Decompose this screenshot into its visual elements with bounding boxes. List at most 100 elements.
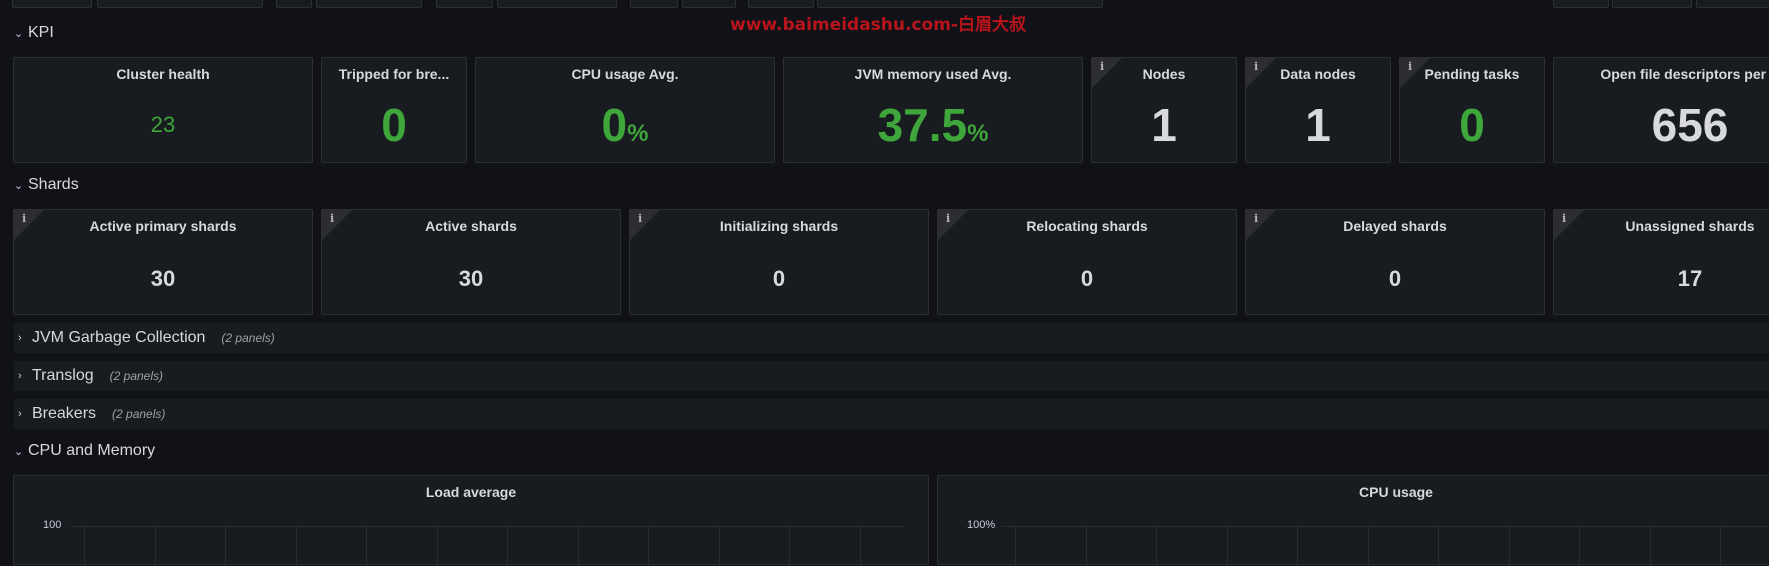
- y-axis-tick-label: 100%: [967, 519, 996, 531]
- info-corner: [1092, 58, 1122, 88]
- gridline: [1015, 526, 1016, 566]
- toolbar-variable-box[interactable]: [12, 0, 92, 8]
- toolbar-variable-box[interactable]: [436, 0, 493, 8]
- info-icon[interactable]: i: [638, 212, 643, 225]
- gridline: [1156, 526, 1157, 566]
- toolbar-button[interactable]: [1553, 0, 1609, 8]
- panel-cpu-usage[interactable]: CPU usage 100%: [937, 475, 1769, 566]
- gridline: [70, 526, 904, 527]
- stat-unit: %: [967, 120, 989, 147]
- info-corner: [322, 210, 352, 240]
- toolbar-variable-box[interactable]: [630, 0, 678, 8]
- stat-value: 1: [1151, 99, 1177, 151]
- panel-active-shards[interactable]: i Active shards 30: [321, 209, 621, 315]
- chevron-right-icon: ›: [18, 332, 22, 344]
- row-header-translog[interactable]: › Translog (2 panels): [14, 361, 1769, 391]
- gridline: [1002, 526, 1769, 527]
- info-corner: [1400, 58, 1430, 88]
- toolbar-variable-select[interactable]: [316, 0, 422, 8]
- panel-initializing-shards[interactable]: i Initializing shards 0: [629, 209, 929, 315]
- panel-title: Pending tasks: [1424, 66, 1520, 82]
- chevron-right-icon: ›: [18, 370, 22, 382]
- toolbar-variable-select[interactable]: [97, 0, 263, 8]
- toolbar-variable-box[interactable]: [276, 0, 312, 8]
- panel-title: Load average: [425, 484, 517, 500]
- row-header-jvm-garbage-collection[interactable]: › JVM Garbage Collection (2 panels): [14, 323, 1769, 353]
- info-corner: [1246, 210, 1276, 240]
- row-header-breakers[interactable]: › Breakers (2 panels): [14, 399, 1769, 429]
- panel-title: Cluster health: [116, 66, 210, 82]
- panel-cpu-usage-avg[interactable]: CPU usage Avg. 0%: [475, 57, 775, 163]
- panel-active-primary-shards[interactable]: i Active primary shards 30: [13, 209, 313, 315]
- stat-value: 37.5%: [784, 98, 1082, 152]
- gridline: [1085, 526, 1087, 566]
- gridline: [154, 526, 156, 566]
- panel-title: Active shards: [425, 218, 517, 234]
- stat-value: 0%: [476, 98, 774, 152]
- info-icon[interactable]: i: [1408, 60, 1413, 73]
- chevron-down-icon: ⌄: [14, 445, 24, 458]
- panel-delayed-shards[interactable]: i Delayed shards 0: [1245, 209, 1545, 315]
- gridline: [859, 526, 861, 566]
- info-icon[interactable]: i: [946, 212, 951, 225]
- toolbar-variable-box[interactable]: [748, 0, 814, 8]
- stat-value: 30: [458, 266, 484, 291]
- panel-tripped-breakers[interactable]: Tripped for bre... 0: [321, 57, 467, 163]
- panel-nodes[interactable]: i Nodes 1: [1091, 57, 1237, 163]
- row-title: CPU and Memory: [28, 442, 156, 459]
- gridline: [84, 526, 85, 566]
- info-icon[interactable]: i: [1562, 212, 1567, 225]
- info-corner: [630, 210, 660, 240]
- panel-title: Unassigned shards: [1625, 218, 1755, 234]
- toolbar-variable-select[interactable]: [817, 0, 1103, 8]
- gridline: [1579, 526, 1580, 566]
- gridline: [507, 526, 508, 566]
- chevron-right-icon: ›: [18, 408, 22, 420]
- panel-title: Data nodes: [1280, 66, 1356, 82]
- panel-title: Open file descriptors per cl: [1600, 66, 1769, 82]
- info-icon[interactable]: i: [330, 212, 335, 225]
- info-icon[interactable]: i: [1254, 60, 1259, 73]
- gridline: [1367, 526, 1369, 566]
- chevron-down-icon: ⌄: [14, 179, 24, 192]
- panel-title: Tripped for bre...: [338, 66, 450, 82]
- gridline: [225, 526, 226, 566]
- toolbar-variable-box[interactable]: [682, 0, 736, 8]
- info-icon[interactable]: i: [22, 212, 27, 225]
- toolbar-button[interactable]: [1696, 0, 1769, 8]
- info-icon[interactable]: i: [1254, 212, 1259, 225]
- stat-value: 17: [1677, 266, 1703, 291]
- chevron-down-icon: ⌄: [14, 27, 24, 40]
- row-header-cpu-and-memory[interactable]: ⌄ CPU and Memory: [14, 436, 155, 466]
- toolbar-variable-select[interactable]: [497, 0, 617, 8]
- panel-relocating-shards[interactable]: i Relocating shards 0: [937, 209, 1237, 315]
- panel-title: Relocating shards: [1026, 218, 1148, 234]
- stat-value: 30: [150, 266, 176, 291]
- watermark: www.baimeidashu.com-白眉大叔: [730, 15, 1026, 35]
- info-corner: [1554, 210, 1584, 240]
- panel-title: Nodes: [1142, 66, 1186, 82]
- panel-title: Delayed shards: [1343, 218, 1447, 234]
- info-icon[interactable]: i: [1100, 60, 1105, 73]
- gridline: [436, 526, 438, 566]
- gridline: [789, 526, 790, 566]
- stat-value: 0: [381, 99, 407, 151]
- panel-pending-tasks[interactable]: i Pending tasks 0: [1399, 57, 1545, 163]
- panel-load-average[interactable]: Load average 100: [13, 475, 929, 566]
- panel-cluster-health[interactable]: Cluster health 23: [13, 57, 313, 163]
- gridline: [718, 526, 720, 566]
- row-header-kpi[interactable]: ⌄ KPI: [14, 18, 54, 48]
- panel-unassigned-shards[interactable]: i Unassigned shards 17: [1553, 209, 1769, 315]
- row-header-shards[interactable]: ⌄ Shards: [14, 170, 79, 200]
- panel-open-file-descriptors[interactable]: Open file descriptors per cl 656: [1553, 57, 1769, 163]
- row-panel-count: (2 panels): [112, 407, 166, 421]
- panel-data-nodes[interactable]: i Data nodes 1: [1245, 57, 1391, 163]
- row-title: JVM Garbage Collection: [32, 329, 206, 346]
- panel-title: Active primary shards: [89, 218, 237, 234]
- stat-unit: %: [627, 120, 649, 147]
- stat-value: 0: [772, 266, 786, 291]
- panel-jvm-memory-used-avg[interactable]: JVM memory used Avg. 37.5%: [783, 57, 1083, 163]
- stat-number: 0: [601, 99, 628, 151]
- toolbar-button[interactable]: [1612, 0, 1692, 8]
- info-corner: [938, 210, 968, 240]
